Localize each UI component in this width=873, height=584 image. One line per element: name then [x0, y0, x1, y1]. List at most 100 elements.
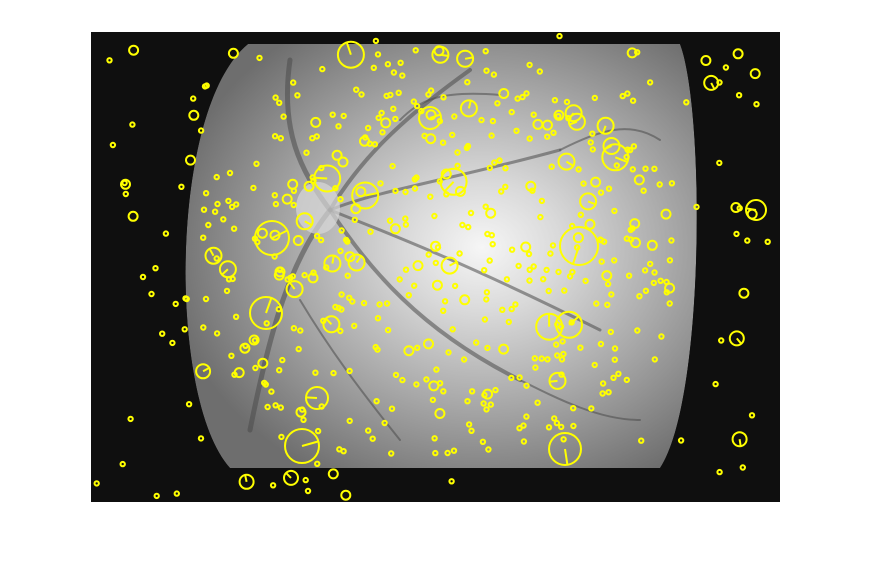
keypoint-marker [279, 356, 286, 364]
keypoint-marker [303, 180, 315, 192]
keypoint-marker [537, 213, 544, 221]
keypoint-marker [440, 388, 447, 395]
keypoint-marker [254, 220, 290, 256]
keypoint-marker [256, 54, 263, 62]
keypoint-marker [538, 197, 546, 205]
keypoint-marker [211, 208, 219, 215]
keypoint-marker [597, 340, 605, 348]
keypoint-marker [203, 82, 210, 89]
keypoint-marker [547, 250, 554, 257]
keypoint-marker [599, 380, 607, 387]
keypoint-marker [459, 221, 466, 229]
keypoint-orientation [736, 337, 743, 345]
keypoint-marker [553, 341, 560, 348]
keypoint-marker [716, 79, 723, 86]
keypoint-marker [545, 424, 553, 431]
optic-disc [296, 182, 340, 234]
keypoint-marker [121, 179, 128, 187]
keypoint-marker [390, 105, 397, 113]
keypoint-marker [402, 221, 410, 228]
keypoint-marker [148, 290, 155, 298]
keypoint-marker [347, 253, 366, 272]
keypoint-marker [399, 72, 406, 79]
keypoint-marker [129, 121, 136, 128]
keypoint-marker [410, 98, 417, 105]
keypoint-marker [335, 304, 342, 312]
keypoint-marker [494, 100, 501, 107]
keypoint-marker [429, 396, 437, 404]
keypoint-marker [349, 298, 356, 305]
keypoint-marker [340, 448, 347, 455]
keypoint-marker [287, 178, 299, 190]
keypoint-marker [744, 237, 751, 244]
keypoint-marker [601, 270, 613, 282]
keypoint-marker [613, 162, 620, 169]
keypoint-orientation [365, 192, 379, 197]
keypoint-marker [302, 476, 309, 484]
keypoint-marker [748, 412, 756, 419]
keypoint-marker [591, 94, 598, 102]
keypoint-marker [162, 230, 170, 237]
keypoint-marker [231, 371, 238, 378]
keypoint-marker [513, 127, 520, 135]
keypoint-marker [329, 111, 336, 118]
keypoint-marker [666, 257, 674, 264]
keypoint-marker [604, 280, 612, 288]
keypoint-marker [351, 216, 358, 224]
keypoint-marker [484, 344, 491, 352]
keypoint-marker [590, 176, 602, 188]
keypoint-marker [532, 364, 539, 371]
keypoint-orientation [221, 268, 229, 276]
keypoint-orientation [314, 176, 328, 180]
keypoint-marker [526, 266, 533, 273]
keypoint-marker [257, 357, 269, 369]
keypoint-marker [559, 338, 566, 345]
keypoint-marker [304, 487, 312, 495]
keypoint-marker [638, 437, 645, 444]
keypoint-marker [214, 200, 221, 208]
keypoint-marker [432, 259, 439, 267]
keypoint-marker [650, 279, 657, 287]
keypoint-marker [448, 478, 455, 485]
keypoint-marker [256, 227, 268, 239]
keypoint-orientation [745, 207, 757, 211]
keypoint-marker [303, 149, 310, 156]
keypoint-marker [730, 202, 742, 213]
keypoint-marker [152, 265, 159, 272]
keypoint-marker [542, 119, 553, 131]
keypoint-marker [651, 165, 658, 173]
keypoint-marker [278, 433, 285, 441]
keypoint-marker [538, 355, 545, 362]
keypoint-marker [531, 355, 538, 362]
keypoint-marker [346, 367, 353, 375]
keypoint-marker [480, 400, 487, 407]
keypoint-marker [313, 232, 321, 240]
keypoint-marker [560, 436, 567, 443]
keypoint-marker [478, 116, 485, 124]
keypoint-marker [299, 406, 306, 413]
keypoint-marker [122, 190, 130, 198]
keypoint-marker [490, 71, 498, 78]
keypoint-marker [700, 55, 712, 66]
keypoint-marker [646, 79, 654, 86]
keypoint-marker [605, 389, 612, 396]
keypoint-marker [395, 89, 402, 97]
keypoint-marker [374, 346, 381, 353]
keypoint-marker [307, 272, 319, 284]
keypoint-marker [712, 380, 719, 388]
keypoint-marker [599, 390, 606, 397]
keypoint-marker [439, 139, 447, 146]
keypoint-marker [249, 296, 283, 330]
keypoint-marker [550, 129, 557, 137]
keypoint-marker [427, 193, 434, 200]
keypoint-marker [597, 189, 605, 196]
keypoint-marker [508, 246, 516, 253]
keypoint-marker [238, 473, 255, 490]
keypoint-orientation [710, 82, 716, 90]
keypoint-marker [139, 273, 147, 281]
keypoint-orientation [304, 220, 313, 226]
keypoint-marker [431, 212, 438, 220]
keypoint-marker [338, 227, 345, 234]
keypoint-marker [668, 237, 675, 244]
